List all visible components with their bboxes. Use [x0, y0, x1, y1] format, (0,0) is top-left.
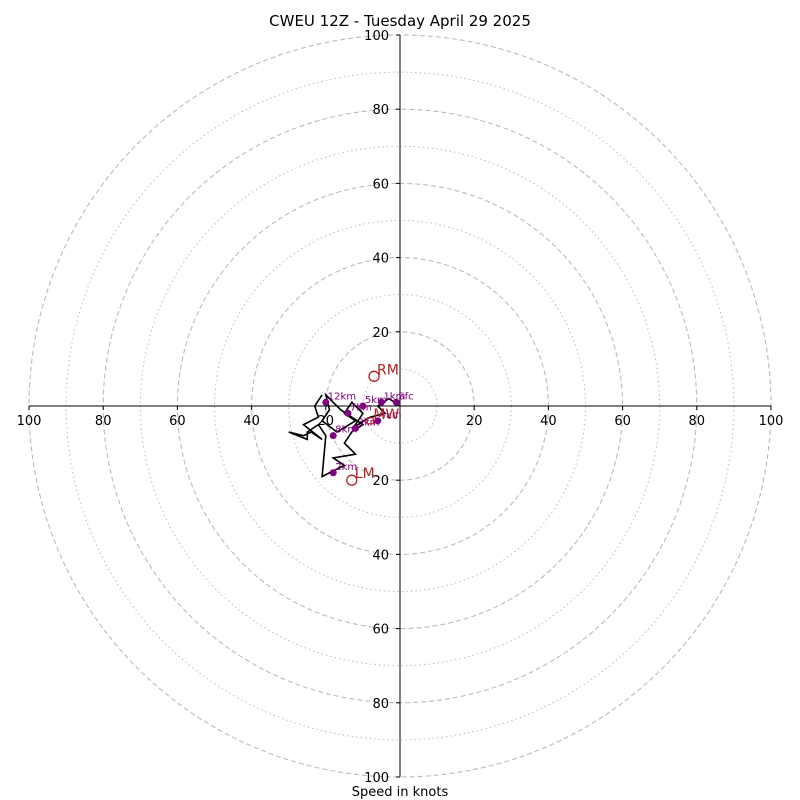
height-marker-dot	[344, 409, 352, 417]
tick-labels: 100 80 60 40 20 20 40 60 80 100 100 80 60 40 20 20 40 60 8…	[17, 29, 784, 786]
height-marker-label: 3km	[357, 417, 379, 428]
height-marker-dot	[374, 417, 382, 425]
y-tick-label: 40	[372, 252, 389, 267]
height-marker: 2km	[329, 462, 357, 477]
height-marker: 12km	[322, 391, 356, 406]
storm-motion-mw: MW	[366, 407, 399, 425]
height-marker: 8km	[329, 425, 357, 440]
height-marker-dot	[329, 432, 337, 440]
x-tick-label: 40	[540, 414, 557, 429]
x-tick-label: 20	[318, 414, 335, 429]
y-tick-label: 60	[372, 177, 389, 192]
storm-motion-label: RM	[377, 362, 399, 378]
height-marker-label: Sfc	[398, 391, 413, 402]
y-tick-label: 100	[364, 29, 389, 44]
height-marker-dot	[377, 398, 385, 406]
height-marker-label: 5km	[365, 395, 387, 406]
height-marker-label: 12km	[328, 391, 356, 402]
height-marker-dot	[359, 402, 367, 410]
y-tick-label: 20	[372, 474, 389, 489]
x-tick-label: 80	[689, 414, 706, 429]
height-marker-dot	[329, 469, 337, 477]
storm-motion-lm: LM	[346, 466, 375, 486]
y-tick-label: 80	[372, 103, 389, 118]
height-marker-label: 1km	[383, 391, 405, 402]
height-marker: 4km	[374, 410, 402, 425]
x-tick-label: 20	[466, 414, 483, 429]
storm-motion-label: LM	[355, 466, 375, 482]
x-axis-label: Speed in knots	[352, 785, 449, 800]
x-tick-label: 60	[614, 414, 631, 429]
y-tick-label: 80	[372, 697, 389, 712]
height-marker-dot	[322, 398, 330, 406]
y-tick-label: 40	[372, 548, 389, 563]
height-marker-dot	[392, 398, 400, 406]
storm-motion-marker	[368, 370, 380, 382]
storm-motion-markers: RM LM MW	[346, 362, 399, 486]
storm-motion-label: MW	[373, 407, 399, 423]
y-tick-label: 100	[364, 771, 389, 786]
storm-motion-marker	[346, 474, 358, 486]
height-marker: 1km	[377, 391, 405, 406]
storm-motion-rm: RM	[368, 362, 399, 382]
x-tick-label: 100	[759, 414, 784, 429]
x-tick-label: 80	[95, 414, 112, 429]
y-tick-label: 60	[372, 623, 389, 638]
height-marker-label: 7km	[350, 402, 372, 413]
height-marker-label: 8km	[335, 425, 357, 436]
height-marker: 7km	[344, 402, 372, 417]
height-marker: Sfc	[392, 391, 414, 406]
height-marker-dot	[351, 424, 359, 432]
height-marker: 5km	[359, 395, 387, 410]
x-tick-label: 40	[243, 414, 260, 429]
storm-motion-marker	[366, 417, 374, 425]
y-tick-label: 20	[372, 326, 389, 341]
height-marker-label: 4km	[380, 410, 402, 421]
height-marker: 3km	[351, 417, 379, 432]
height-marker-label: 2km	[335, 462, 357, 473]
chart-title: CWEU 12Z - Tuesday April 29 2025	[269, 12, 531, 30]
x-tick-label: 60	[169, 414, 186, 429]
x-tick-label: 100	[17, 414, 42, 429]
